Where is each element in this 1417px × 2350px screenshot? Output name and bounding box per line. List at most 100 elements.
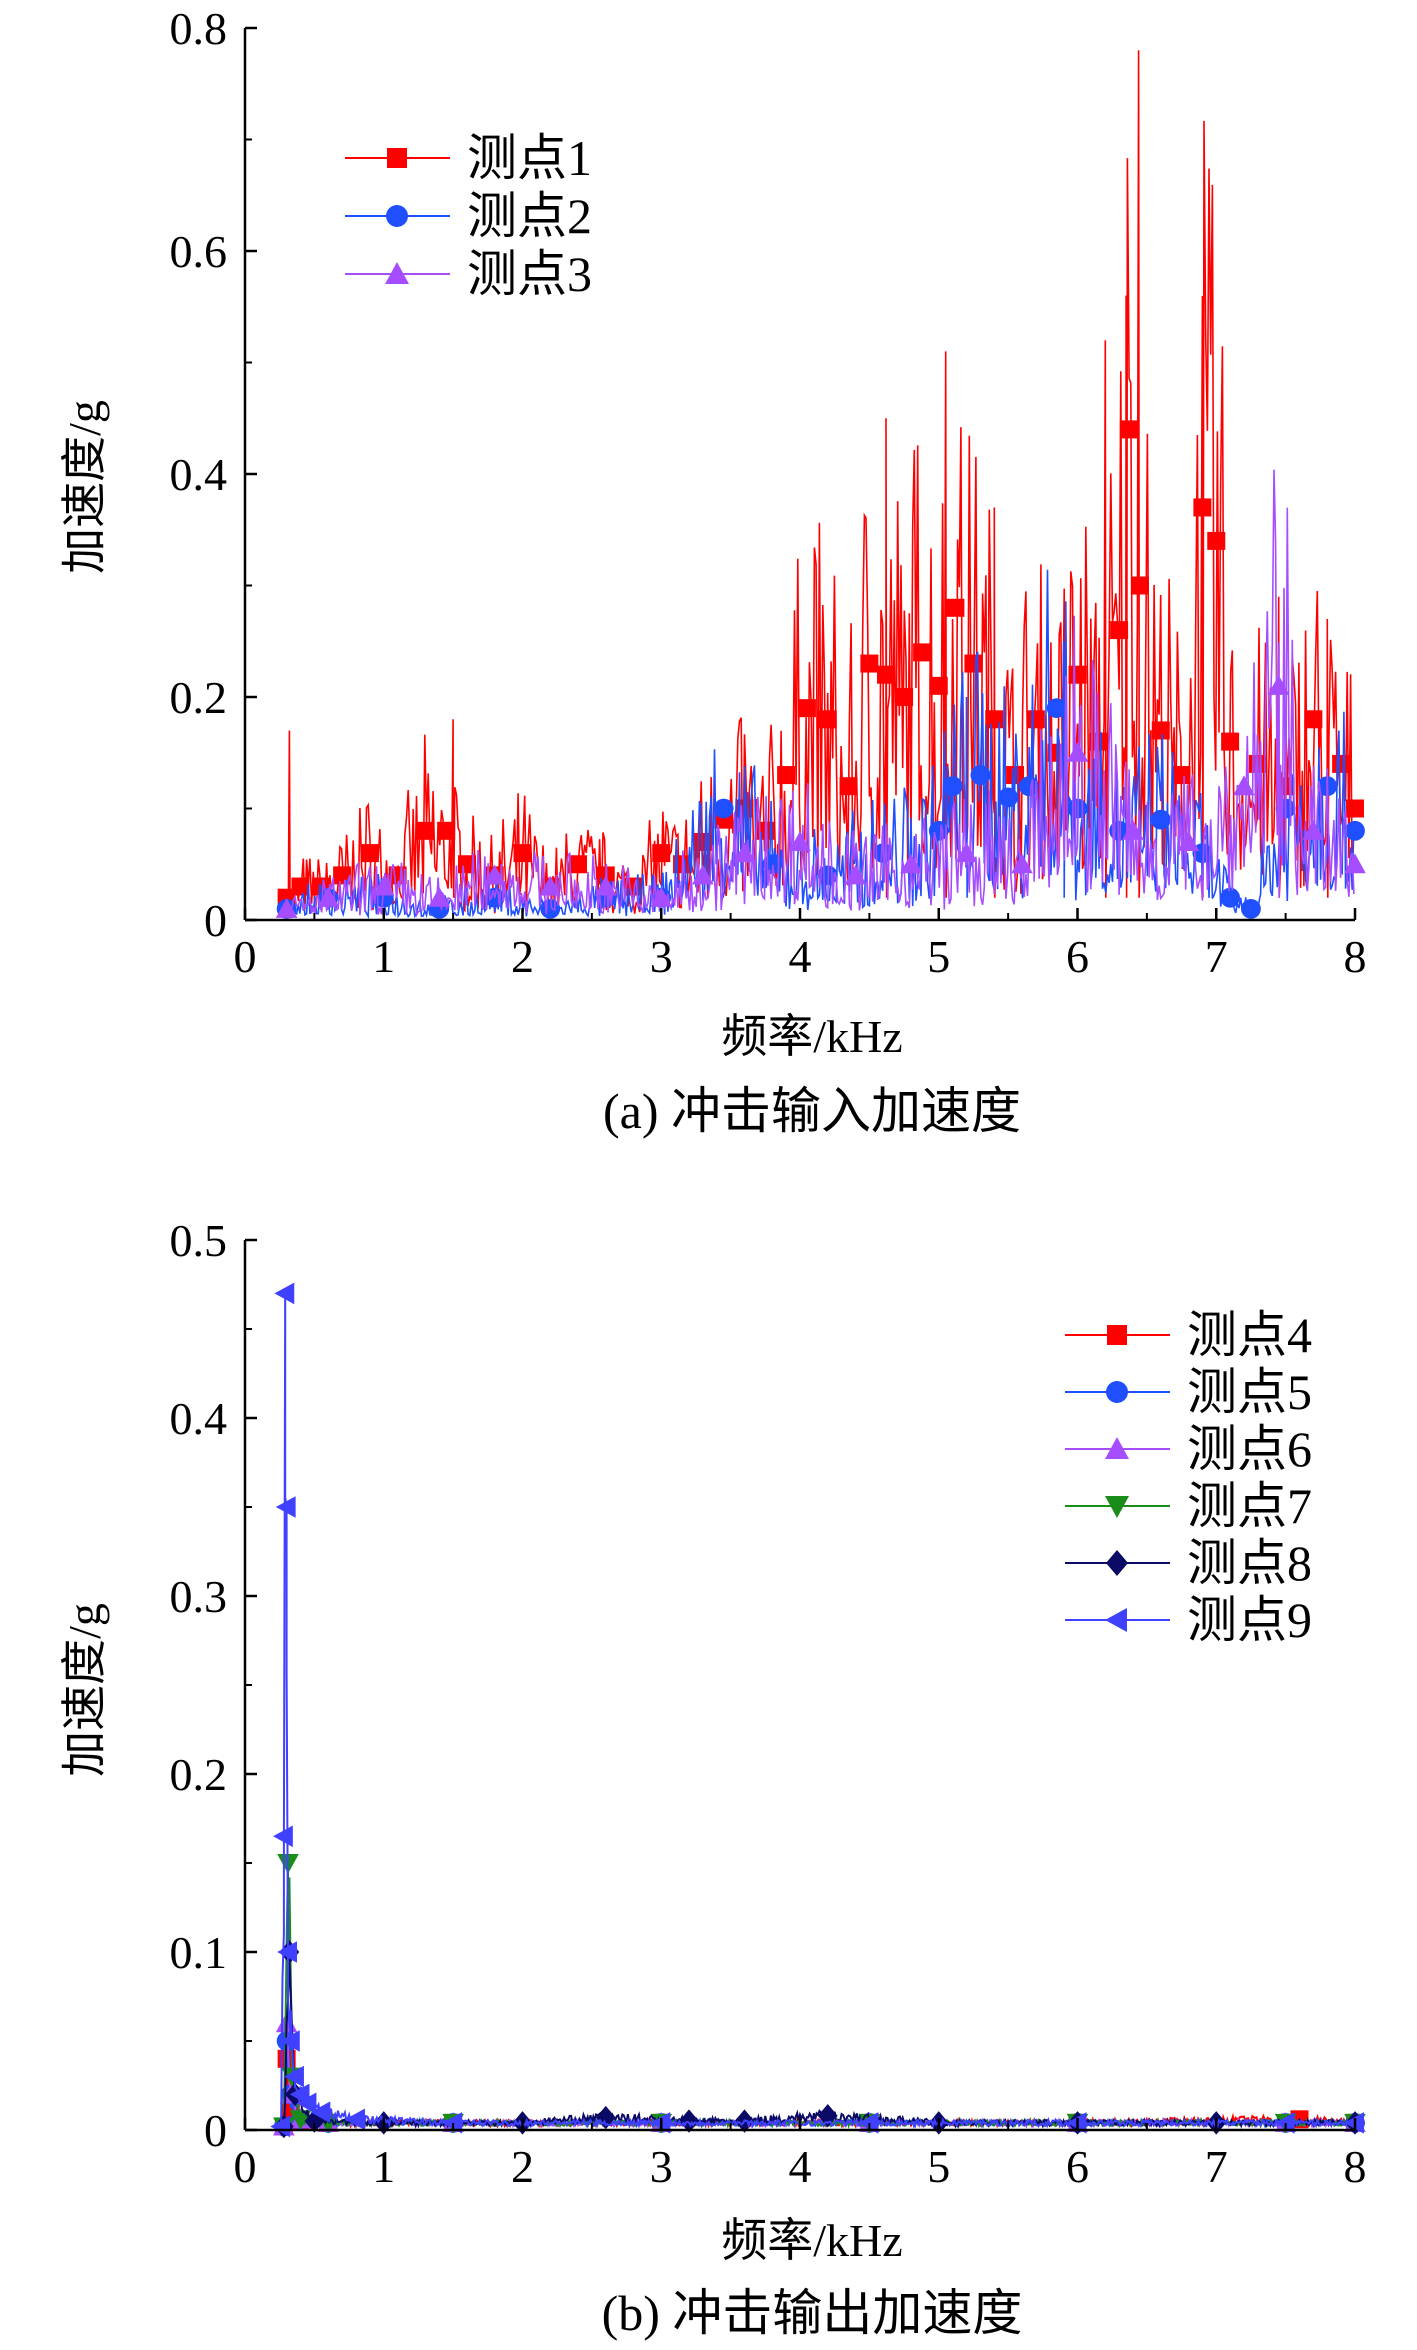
series-5-point: [679, 2109, 699, 2133]
series-5-point: [304, 2109, 325, 2133]
series-6-point: [275, 1496, 296, 1518]
legend-marker: [385, 262, 409, 284]
series-3-point: [428, 886, 451, 907]
series-1-point: [416, 821, 435, 840]
legend-marker: [1105, 1437, 1129, 1459]
series-6-point: [442, 2112, 463, 2134]
legend-marker: [1107, 1325, 1127, 1345]
series-6-point: [345, 2108, 365, 2131]
series-3-point: [317, 886, 340, 907]
chart-b: 0 1 2 3 4 5 6 7 800.10.20.30.40.5 测点4测点5测点6测点7测点…: [59, 1215, 1367, 2341]
series-1-point: [818, 710, 837, 729]
series-1-point: [1207, 531, 1226, 550]
x-tick-label: 8: [1344, 2141, 1367, 2192]
series-3-point: [1233, 775, 1255, 796]
x-tick-label: 5: [927, 931, 950, 982]
series-2-point: [998, 787, 1019, 808]
series-6-point: [296, 2092, 317, 2115]
series-6-point: [310, 2101, 331, 2123]
series-1-point: [877, 665, 896, 684]
x-tick-label: 3: [650, 2141, 673, 2192]
series-1-point: [946, 598, 965, 617]
series-1-point: [913, 643, 932, 662]
series-3-point: [372, 875, 395, 896]
series-1-point: [797, 699, 816, 718]
series-3-point: [1066, 741, 1089, 762]
series-1-point: [985, 710, 1004, 729]
y-tick-label: 0.3: [170, 1571, 228, 1622]
series-1-point: [569, 855, 587, 874]
x-tick-label: 1: [372, 931, 395, 982]
series-3-point: [844, 864, 867, 885]
chart-a-ylabel: 加速度/g: [59, 400, 110, 574]
series-1-point: [1304, 710, 1323, 729]
series-6-point: [1274, 2112, 1295, 2134]
legend-label: 测点4: [1187, 1307, 1312, 1363]
series-3-point: [789, 831, 811, 851]
series-line-3: [286, 469, 1355, 920]
series-6-point: [270, 2115, 291, 2138]
series-6-point: [274, 1282, 295, 1305]
legend-marker: [387, 148, 407, 168]
series-2-point: [1019, 776, 1039, 797]
legend-label: 测点5: [1187, 1364, 1312, 1420]
series-1-point: [291, 877, 310, 896]
series-1-point: [929, 676, 948, 695]
series-3-point: [1302, 820, 1325, 840]
series-1-point: [1332, 754, 1351, 773]
series-1-point: [1172, 766, 1191, 785]
series-1-point: [1193, 498, 1212, 517]
series-1-point: [1151, 721, 1170, 740]
chart-a-caption: (a) 冲击输入加速度: [603, 1083, 1021, 1139]
x-tick-label: 6: [1066, 931, 1089, 982]
legend-label: 测点2: [467, 188, 592, 244]
legend-label: 测点1: [467, 130, 592, 186]
y-tick-label: 0.2: [170, 672, 228, 723]
series-2-point: [1046, 698, 1067, 719]
series-2-point: [713, 798, 734, 819]
series-1-point: [1026, 710, 1045, 729]
series-5-point: [595, 2105, 616, 2130]
series-3-point: [1267, 675, 1290, 695]
legend-label: 测点3: [467, 246, 592, 302]
series-3-point: [1344, 853, 1366, 874]
chart-b-axes: 0 1 2 3 4 5 6 7 8 0 0.1 0.2 0.3 0.4 0.5: [170, 1215, 1367, 2192]
legend-label: 测点9: [1187, 1592, 1312, 1648]
x-tick-label: 0: [234, 2141, 257, 2192]
x-tick-label: 8: [1344, 931, 1367, 982]
series-3-point: [1011, 853, 1033, 874]
y-tick-label: 0.6: [170, 226, 228, 277]
series-1-point: [1119, 420, 1138, 439]
x-tick-label: 4: [789, 2141, 812, 2192]
x-tick-label: 3: [650, 931, 673, 982]
series-3-point: [900, 853, 922, 874]
series-6-point: [273, 1825, 293, 1848]
legend-marker: [1105, 1608, 1127, 1632]
y-tick-label: 0: [204, 2105, 227, 2156]
series-1-point: [964, 654, 983, 673]
legend-label: 测点7: [1187, 1478, 1312, 1534]
series-2-point: [942, 776, 963, 797]
legend-label: 测点8: [1187, 1535, 1312, 1591]
y-tick-label: 0.4: [170, 1393, 228, 1444]
series-6-point: [279, 2030, 300, 2052]
series-1-point: [652, 844, 671, 863]
series-3-point: [539, 875, 562, 896]
series-3: [275, 469, 1366, 920]
series-1-point: [513, 844, 532, 863]
series-1-point: [895, 688, 914, 706]
series-1-point: [839, 777, 858, 796]
series-1-point: [1346, 799, 1364, 818]
series-6-point: [284, 2065, 304, 2088]
series-2-point: [1220, 887, 1241, 908]
legend-marker: [386, 205, 408, 227]
series-2-point: [1345, 820, 1365, 841]
legend-marker: [1106, 1550, 1128, 1576]
x-tick-label: 0: [234, 931, 257, 982]
series-1-point: [1221, 732, 1240, 751]
x-tick-label: 2: [511, 2141, 534, 2192]
